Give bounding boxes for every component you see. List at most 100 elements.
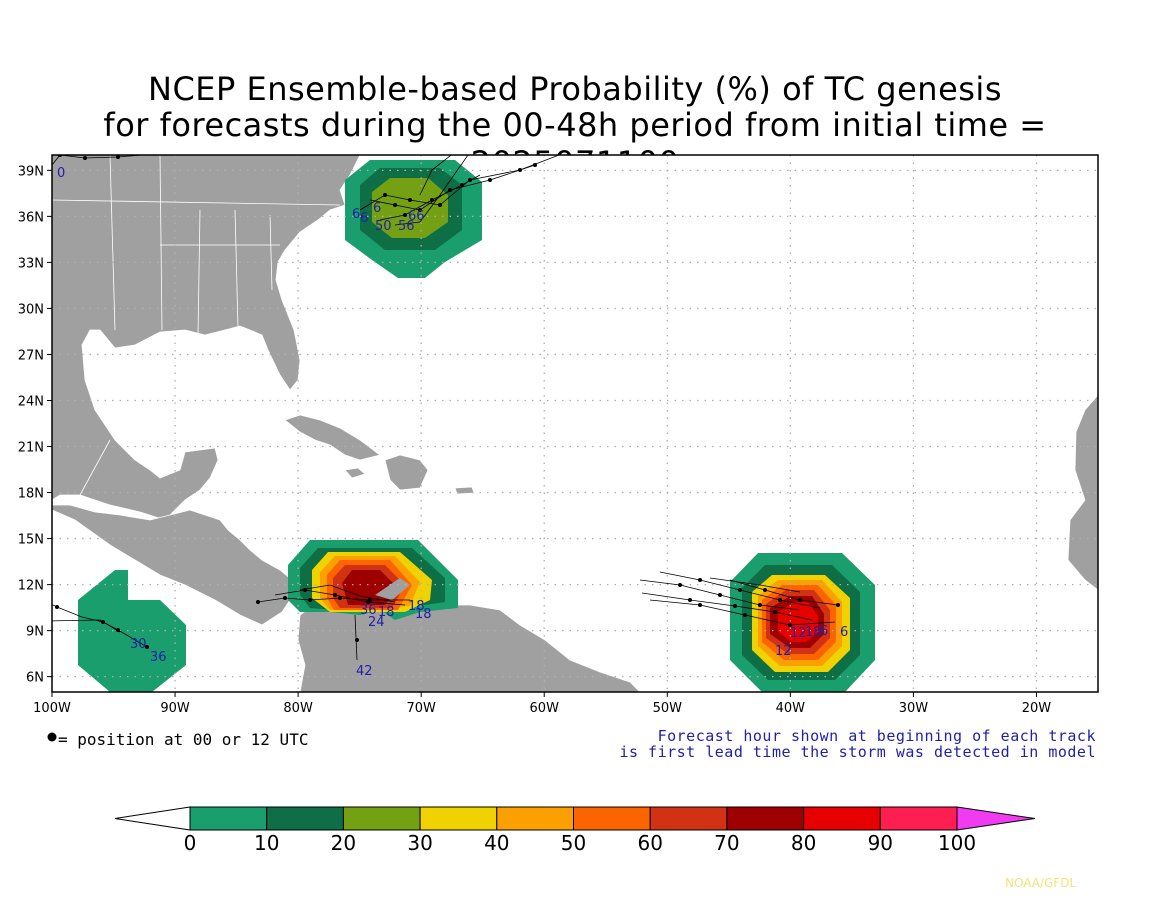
track xyxy=(369,164,536,211)
colorbar-label: 0 xyxy=(184,831,197,855)
colorbar-swatch xyxy=(726,806,805,831)
lat-tick-label: 27N xyxy=(18,348,44,363)
track-label: 12 xyxy=(790,626,807,641)
lon-tick-label: 50W xyxy=(653,701,683,716)
track-label: 66 xyxy=(408,209,425,224)
track-label: 6 xyxy=(352,207,360,222)
track xyxy=(419,155,452,196)
lon-tick-label: 90W xyxy=(160,701,190,716)
legend-dot-marker xyxy=(47,732,57,742)
forecast-hour-note-line2: is first lead time the storm was detecte… xyxy=(619,743,1096,761)
colorbar-swatch xyxy=(496,806,574,831)
track-label: 12 xyxy=(775,644,792,659)
legend-dot-text: = position at 00 or 12 UTC xyxy=(58,730,309,749)
colorbar-label: 100 xyxy=(938,831,976,855)
credit: NOAA/GFDL xyxy=(1005,876,1077,890)
track-label: 6 xyxy=(820,624,828,639)
borders xyxy=(52,155,341,496)
lat-tick-label: 6N xyxy=(26,671,44,686)
chart-subtitle: for forecasts during the 00-48h period f… xyxy=(103,106,1047,182)
lon-tick-label: 80W xyxy=(283,701,313,716)
track-label: 0 xyxy=(57,166,65,181)
track-labels: 0 6 6 6 50 56 66 30 36 42 36 24 18 18 18… xyxy=(57,166,848,679)
contour-north xyxy=(345,160,482,278)
hispaniola xyxy=(384,454,429,491)
lon-tick-label: 20W xyxy=(1022,701,1052,716)
latitude-axis: 39N 36N 33N 30N 27N 24N 21N 18N 15N 12N 9N 6N xyxy=(18,164,52,686)
colorbar-swatch xyxy=(419,806,498,831)
colorbar-label: 60 xyxy=(637,831,662,855)
colorbar-swatch xyxy=(649,806,728,831)
puerto-rico xyxy=(454,486,475,495)
lon-tick-label: 70W xyxy=(406,701,436,716)
track-label: 36 xyxy=(150,650,167,665)
contour-atlantic xyxy=(730,553,875,692)
lat-tick-label: 18N xyxy=(18,487,44,502)
colorbar-swatch xyxy=(803,806,881,831)
colorbar-label: 20 xyxy=(331,831,356,855)
lat-tick-label: 30N xyxy=(18,302,44,317)
lat-tick-label: 33N xyxy=(18,256,44,271)
colorbar-label: 90 xyxy=(868,831,893,855)
colorbar-label: 70 xyxy=(714,831,739,855)
track xyxy=(299,584,396,603)
track xyxy=(709,577,801,593)
genesis-probability-contours xyxy=(78,160,875,692)
lat-tick-label: 21N xyxy=(18,441,44,456)
track xyxy=(52,619,121,633)
track xyxy=(729,579,839,606)
track-label: 18 xyxy=(805,625,822,640)
lat-tick-label: 15N xyxy=(18,533,44,548)
track-label: 42 xyxy=(356,664,373,679)
colorbar-swatch xyxy=(879,806,958,831)
colorbar-label: 50 xyxy=(561,831,586,855)
colorbar-swatch xyxy=(573,806,651,831)
track-label: 50 xyxy=(375,219,392,234)
lat-tick-label: 39N xyxy=(18,164,44,179)
longitude-axis: 100W 90W 80W 70W 60W 50W 40W 30W 20W xyxy=(33,692,1051,716)
track xyxy=(354,614,358,661)
north-america xyxy=(52,155,361,521)
colorbar-swatch xyxy=(266,806,344,831)
colorbar: 0 10 20 30 40 50 60 70 80 90 100 xyxy=(114,806,1036,855)
colorbar-label: 80 xyxy=(791,831,816,855)
track-label: 18 xyxy=(408,599,425,614)
track xyxy=(52,604,148,648)
lon-tick-label: 40W xyxy=(776,701,806,716)
lat-tick-label: 12N xyxy=(18,579,44,594)
lon-tick-label: 30W xyxy=(899,701,929,716)
track xyxy=(257,597,410,603)
track-label: 24 xyxy=(368,615,385,630)
cuba xyxy=(284,414,381,461)
chart-title: NCEP Ensemble-based Probability (%) of T… xyxy=(148,70,1002,108)
lat-tick-label: 9N xyxy=(26,625,44,640)
track-label: 30 xyxy=(130,637,147,652)
colorbar-swatch xyxy=(189,806,268,831)
map-frame xyxy=(51,154,1099,693)
track-label: 18 xyxy=(415,607,432,622)
track-label: 18 xyxy=(378,605,395,620)
colorbar-label: 40 xyxy=(484,831,509,855)
track-label: 6 xyxy=(373,201,381,216)
track-label: 36 xyxy=(360,603,377,618)
central-america xyxy=(52,504,301,626)
jamaica xyxy=(344,467,366,479)
colorbar-swatch xyxy=(342,806,421,831)
colorbar-label: 30 xyxy=(407,831,432,855)
lat-tick-label: 24N xyxy=(18,394,44,409)
position-dots xyxy=(55,155,840,649)
forecast-hour-note-line1: Forecast hour shown at beginning of each… xyxy=(657,727,1096,745)
track xyxy=(394,155,469,226)
track-label: 56 xyxy=(398,219,415,234)
land xyxy=(52,155,1098,692)
colorbar-label: 10 xyxy=(254,831,279,855)
lon-tick-label: 100W xyxy=(33,701,71,716)
colorbar-over-arrow xyxy=(956,806,1036,831)
africa xyxy=(1067,394,1098,591)
colorbar-under-arrow xyxy=(114,806,191,831)
track-label: 6 xyxy=(840,625,848,640)
contour-east-pacific xyxy=(78,570,186,692)
track-label: 6 xyxy=(360,211,368,226)
lat-tick-label: 36N xyxy=(18,210,44,225)
